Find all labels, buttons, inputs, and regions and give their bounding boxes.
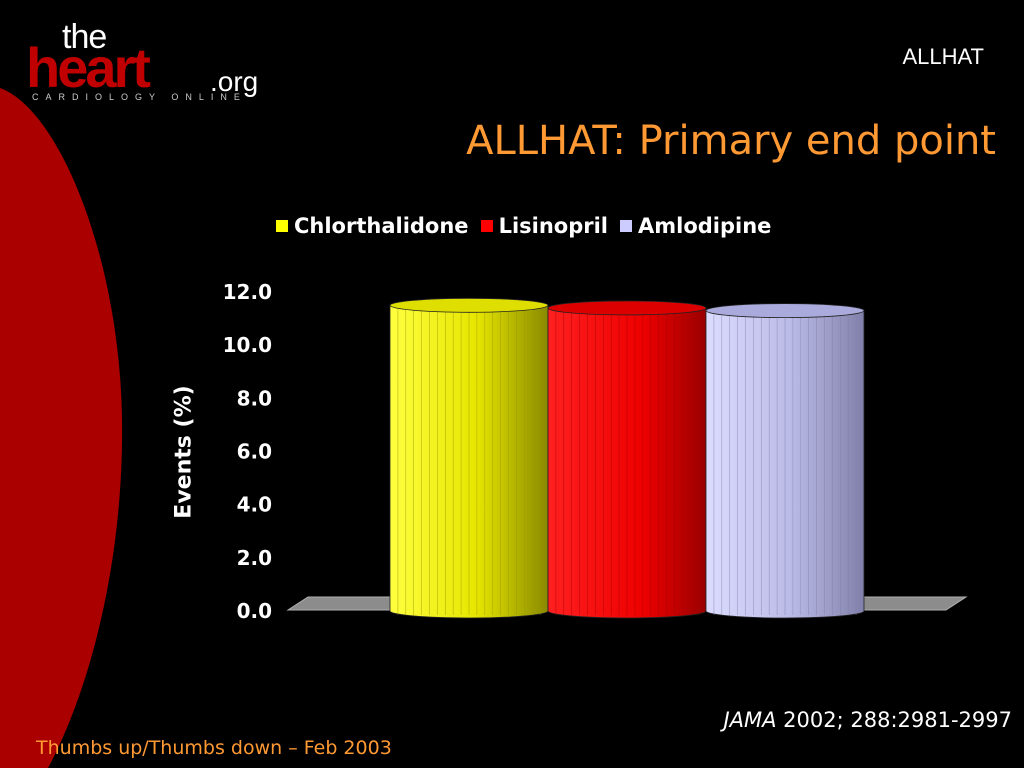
y-tick-label: 10.0 — [223, 333, 272, 357]
legend-swatch-chlorthalidone — [276, 220, 288, 232]
legend-item-chlorthalidone: Chlorthalidone — [276, 214, 469, 238]
legend-label: Amlodipine — [638, 214, 772, 238]
y-tick-label: 6.0 — [237, 440, 272, 464]
chart-legend: Chlorthalidone Lisinopril Amlodipine — [276, 214, 771, 238]
legend-item-lisinopril: Lisinopril — [480, 214, 609, 238]
citation-journal: JAMA — [723, 708, 777, 732]
logo-subtitle: CARDIOLOGY ONLINE — [32, 92, 247, 102]
logo-heart: heart — [26, 36, 151, 99]
bar-top — [705, 303, 865, 319]
footer-note: Thumbs up/Thumbs down – Feb 2003 — [36, 737, 392, 759]
legend-label: Chlorthalidone — [294, 214, 469, 238]
bar-top — [389, 297, 549, 313]
theheart-logo: the heart .org CARDIOLOGY ONLINE — [24, 18, 284, 104]
bar-amlodipine — [705, 303, 865, 619]
bar-top — [547, 300, 707, 316]
y-tick-label: 8.0 — [237, 386, 272, 410]
citation-details: 2002; 288:2981-2997 — [783, 708, 1012, 732]
slide-title: ALLHAT: Primary end point — [466, 118, 996, 164]
y-tick-label: 12.0 — [223, 280, 272, 304]
y-tick-label: 2.0 — [237, 546, 272, 570]
logo-org: .org — [210, 66, 259, 97]
legend-swatch-amlodipine — [620, 220, 633, 232]
citation: JAMA 2002; 288:2981-2997 — [723, 708, 1012, 732]
y-tick-label: 0.0 — [237, 599, 272, 623]
legend-swatch-lisinopril — [480, 220, 493, 232]
legend-label: Lisinopril — [498, 214, 609, 238]
bar-lisinopril — [547, 300, 707, 619]
logo-the: the — [62, 18, 107, 56]
legend-item-amlodipine: Amlodipine — [620, 214, 771, 238]
header-tag: ALLHAT — [902, 44, 984, 69]
y-tick-label: 4.0 — [237, 493, 272, 517]
bar-chlorthalidone — [389, 297, 549, 619]
